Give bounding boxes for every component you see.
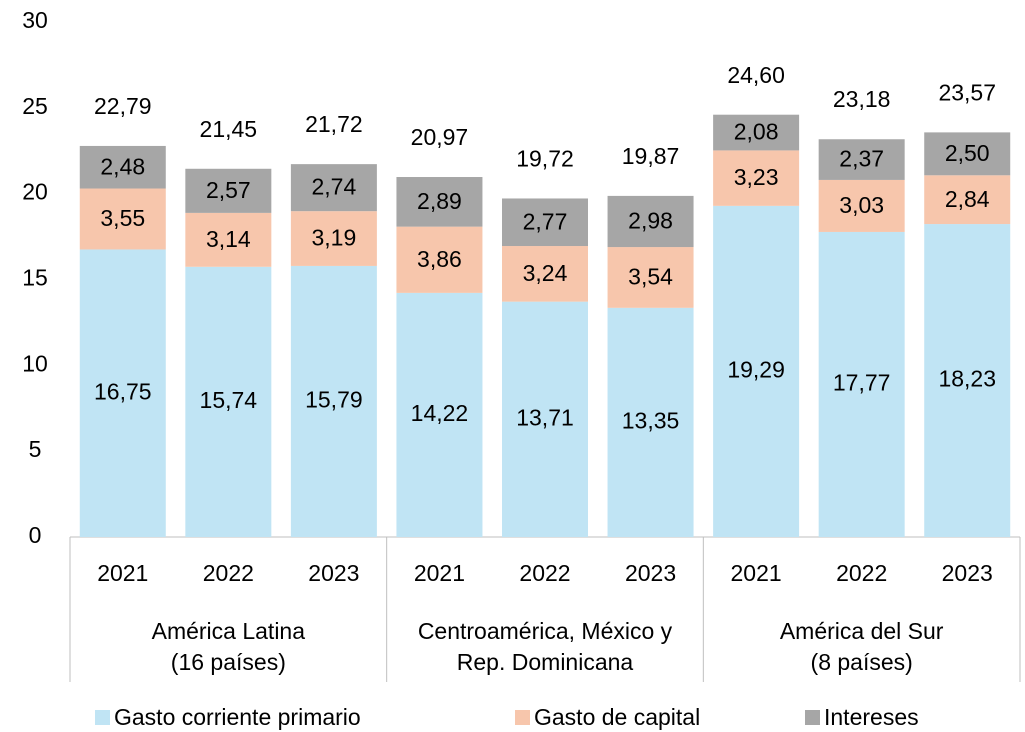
- bar-segment: [818, 231, 905, 537]
- bar-segment: [607, 247, 694, 308]
- x-tick-label: 2022: [519, 560, 570, 586]
- group-label: Rep. Dominicana: [457, 649, 634, 675]
- y-tick-label: 10: [22, 350, 48, 376]
- total-label: 19,72: [516, 146, 574, 172]
- data-label: 3,03: [839, 192, 884, 218]
- bar-segment: [607, 307, 694, 537]
- bar-segment: [396, 226, 483, 293]
- data-label: 3,55: [100, 205, 145, 231]
- bar-segment: [818, 179, 905, 232]
- data-label: 2,74: [312, 174, 357, 200]
- bar-segment: [502, 198, 588, 247]
- y-tick-label: 0: [29, 522, 42, 548]
- bar-segment: [290, 265, 377, 537]
- bar-segment: [924, 175, 1011, 225]
- x-tick-label: 2022: [203, 560, 254, 586]
- legend-swatch: [805, 710, 820, 725]
- group-label: (16 países): [171, 649, 286, 675]
- total-label: 20,97: [411, 124, 469, 150]
- x-tick-label: 2023: [942, 560, 993, 586]
- data-label: 3,19: [312, 225, 357, 251]
- total-label: 21,45: [200, 116, 258, 142]
- bar-segment: [924, 132, 1011, 176]
- bar-segment: [396, 177, 483, 227]
- group-label: Centroamérica, México y: [418, 618, 673, 644]
- y-tick-label: 5: [29, 436, 42, 462]
- legend-label: Intereses: [824, 704, 919, 730]
- total-label: 23,57: [938, 79, 996, 105]
- legend-swatch: [95, 710, 110, 725]
- x-tick-label: 2023: [308, 560, 359, 586]
- y-tick-label: 15: [22, 265, 48, 291]
- x-tick-label: 2023: [625, 560, 676, 586]
- bar-segment: [79, 249, 166, 538]
- data-label: 13,35: [622, 407, 680, 433]
- data-label: 3,24: [523, 260, 568, 286]
- legend-label: Gasto corriente primario: [114, 704, 361, 730]
- data-label: 15,74: [200, 387, 258, 413]
- bar-segment: [607, 195, 694, 248]
- data-label: 2,48: [100, 153, 145, 179]
- legend-swatch: [515, 710, 530, 725]
- total-label: 19,87: [622, 143, 680, 169]
- bar-segment: [502, 301, 588, 537]
- x-tick-label: 2021: [731, 560, 782, 586]
- x-tick-label: 2022: [836, 560, 887, 586]
- bar-segment: [79, 188, 166, 250]
- y-tick-label: 20: [22, 179, 48, 205]
- total-label: 21,72: [305, 111, 363, 137]
- data-label: 2,84: [945, 186, 990, 212]
- x-tick-label: 2021: [97, 560, 148, 586]
- y-tick-label: 25: [22, 93, 48, 119]
- data-label: 3,54: [628, 264, 673, 290]
- bar-segment: [185, 212, 272, 267]
- data-label: 2,37: [839, 146, 884, 172]
- data-label: 3,23: [734, 164, 779, 190]
- data-label: 2,77: [523, 208, 568, 234]
- data-label: 2,98: [628, 208, 673, 234]
- total-label: 22,79: [94, 93, 152, 119]
- legend-label: Gasto de capital: [534, 704, 700, 730]
- data-label: 15,79: [305, 387, 363, 413]
- bar-segment: [290, 211, 377, 266]
- bar-segment: [79, 145, 166, 189]
- bar-segment: [713, 205, 800, 538]
- total-label: 24,60: [727, 62, 785, 88]
- data-label: 3,86: [417, 246, 462, 272]
- data-label: 3,14: [206, 226, 251, 252]
- data-label: 2,57: [206, 177, 251, 203]
- data-label: 2,89: [417, 188, 462, 214]
- bar-segment: [713, 150, 800, 206]
- data-label: 14,22: [411, 400, 469, 426]
- group-label: América del Sur: [780, 618, 944, 644]
- x-tick-label: 2021: [414, 560, 465, 586]
- data-label: 16,75: [94, 378, 152, 404]
- bar-segment: [185, 168, 272, 213]
- group-label: (8 países): [811, 649, 913, 675]
- data-label: 2,08: [734, 119, 779, 145]
- data-label: 13,71: [516, 404, 574, 430]
- bar-segment: [185, 266, 272, 537]
- bar-segment: [818, 139, 905, 180]
- group-label: América Latina: [152, 618, 306, 644]
- data-label: 19,29: [727, 357, 785, 383]
- data-label: 17,77: [833, 370, 891, 396]
- bar-segment: [396, 292, 483, 537]
- total-label: 23,18: [833, 86, 891, 112]
- bar-segment: [713, 114, 800, 151]
- bar-segment: [290, 164, 377, 212]
- bar-segment: [502, 246, 588, 302]
- data-label: 18,23: [938, 366, 996, 392]
- bar-segment: [924, 224, 1011, 537]
- y-tick-label: 30: [22, 7, 48, 33]
- data-label: 2,50: [945, 140, 990, 166]
